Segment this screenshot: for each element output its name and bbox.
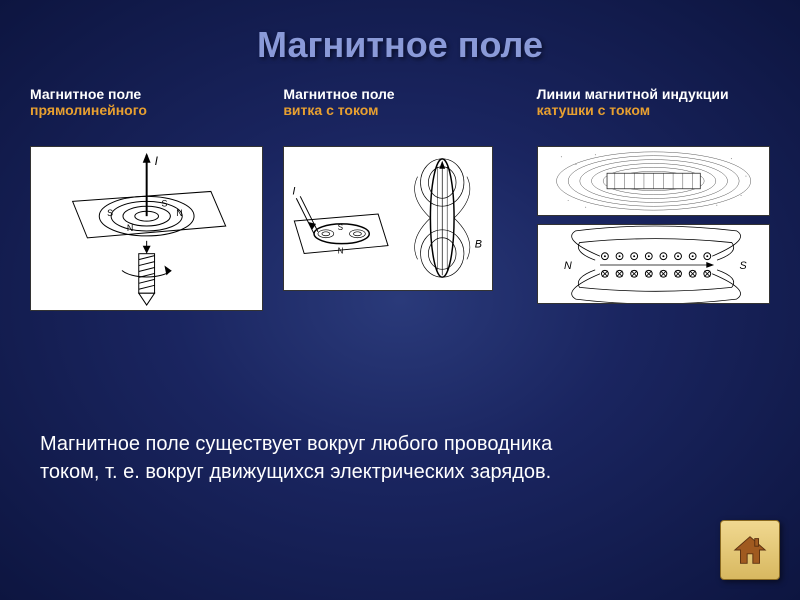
svg-text:N: N [564,260,572,272]
col1-label-hl: прямолинейного [30,102,147,118]
svg-text:N: N [127,223,133,233]
diagram-solenoid-lines: N S [537,224,770,304]
svg-text:S: S [107,208,113,218]
col2-label-plain: Магнитное поле [283,86,394,102]
columns-row: Магнитное поле прямолинейного I S N N S [0,66,800,311]
svg-text:S: S [739,260,747,272]
col2-label: Магнитное поле витка с током [283,86,516,140]
col3-label-hl: катушки с током [537,102,650,118]
diagram-solenoid-filings [537,146,770,216]
svg-text:I: I [293,185,296,197]
svg-text:N: N [176,208,182,218]
svg-text:S: S [161,198,167,208]
col1-label: Магнитное поле прямолинейного [30,86,263,140]
svg-text:B: B [475,239,482,251]
col2-label-hl: витка с током [283,102,378,118]
home-icon [731,531,769,569]
home-button[interactable] [720,520,780,580]
diagram-loop: S N I [283,146,493,291]
col-straight-wire: Магнитное поле прямолинейного I S N N S [30,86,263,311]
svg-text:N: N [338,247,344,256]
bottom-text: Магнитное поле существует вокруг любого … [40,430,680,486]
col1-label-plain: Магнитное поле [30,86,141,102]
col3-label-plain: Линии магнитной индукции [537,86,729,102]
slide-title: Магнитное поле [0,0,800,66]
col-loop: Магнитное поле витка с током S N I [283,86,516,311]
svg-text:I: I [155,154,159,168]
col-solenoid: Линии магнитной индукции катушки с током [537,86,770,311]
diagram-straight-wire: I S N N S [30,146,263,311]
svg-text:S: S [338,223,343,232]
col3-label: Линии магнитной индукции катушки с током [537,86,770,140]
